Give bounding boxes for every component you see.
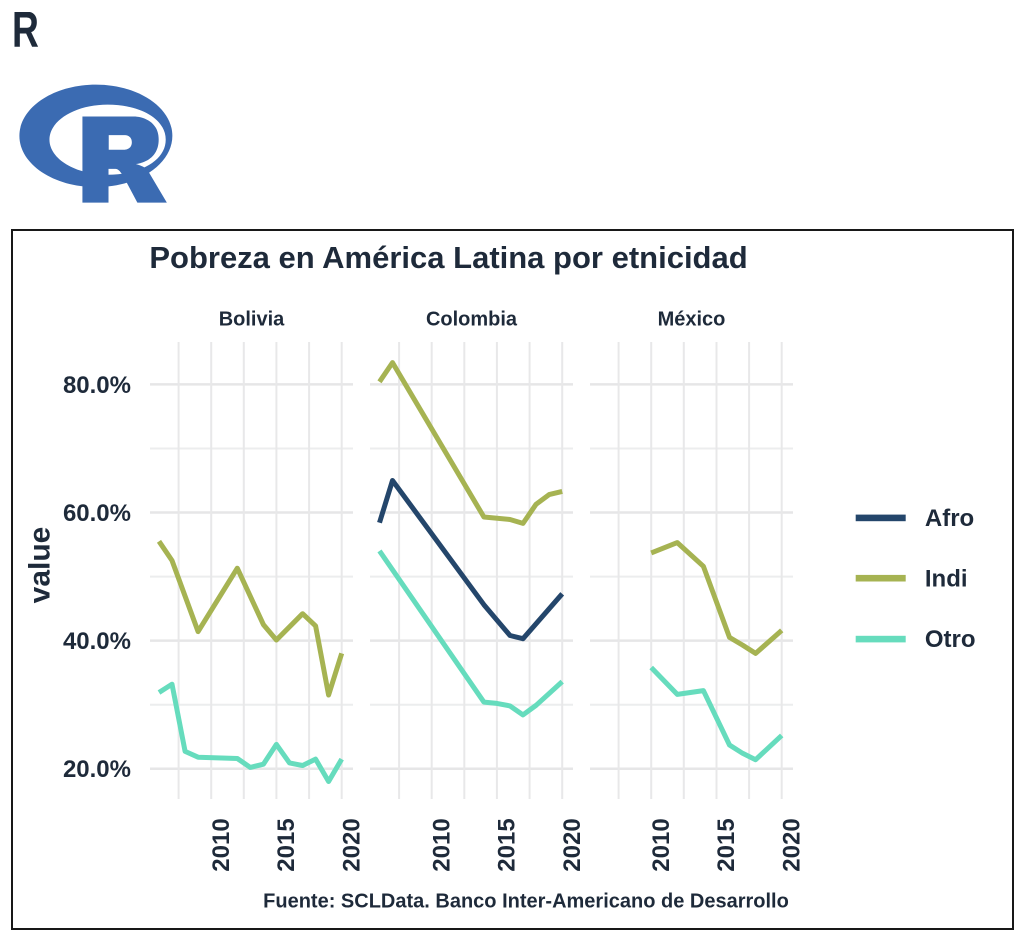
svg-text:2020: 2020 xyxy=(778,818,805,871)
svg-text:value: value xyxy=(24,527,57,604)
svg-text:2015: 2015 xyxy=(273,818,300,871)
svg-text:Otro: Otro xyxy=(925,626,976,653)
svg-text:2010: 2010 xyxy=(648,818,675,871)
svg-text:R: R xyxy=(12,12,39,52)
svg-text:Indi: Indi xyxy=(925,565,968,592)
svg-text:2020: 2020 xyxy=(338,818,365,871)
svg-text:2015: 2015 xyxy=(713,818,740,871)
svg-text:Bolivia: Bolivia xyxy=(219,309,285,331)
svg-text:Fuente: SCLData. Banco Inter-A: Fuente: SCLData. Banco Inter-Americano d… xyxy=(263,891,789,913)
svg-text:40.0%: 40.0% xyxy=(63,628,131,655)
svg-text:60.0%: 60.0% xyxy=(63,500,131,527)
svg-text:Pobreza en América Latina por: Pobreza en América Latina por etnicidad xyxy=(149,240,747,275)
svg-text:Colombia: Colombia xyxy=(426,309,518,331)
svg-text:2010: 2010 xyxy=(428,818,455,871)
svg-text:2020: 2020 xyxy=(559,818,586,871)
svg-text:80.0%: 80.0% xyxy=(63,372,131,399)
svg-text:México: México xyxy=(658,309,726,331)
svg-text:2015: 2015 xyxy=(494,818,521,871)
svg-text:20.0%: 20.0% xyxy=(63,756,131,783)
svg-text:Afro: Afro xyxy=(925,505,974,532)
svg-text:2010: 2010 xyxy=(208,818,235,871)
